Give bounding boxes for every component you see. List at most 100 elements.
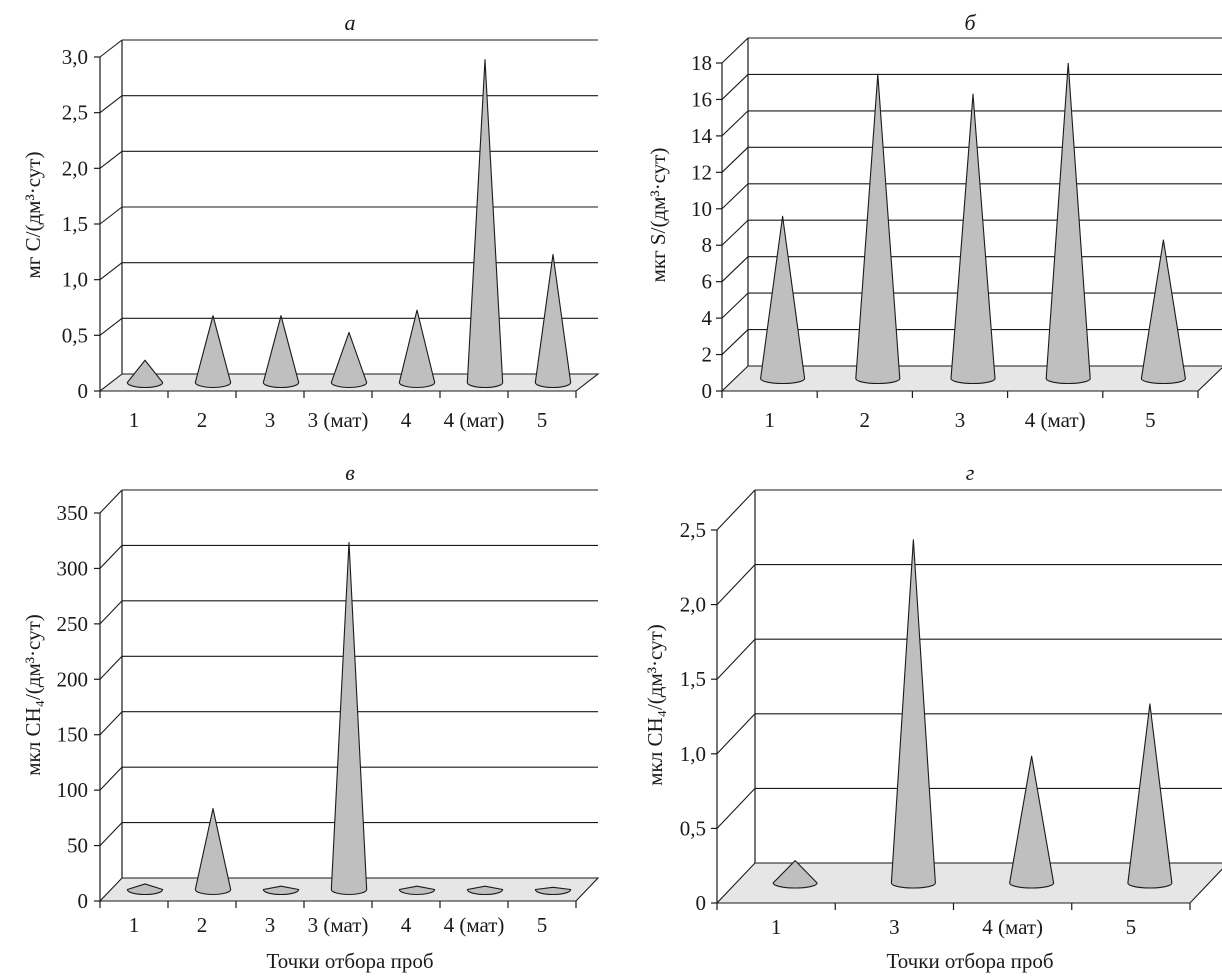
cone-bar — [398, 309, 436, 389]
x-tick-label: 1 — [129, 913, 140, 937]
cone-bar — [126, 359, 164, 389]
x-tick-label: 4 (мат) — [444, 913, 505, 937]
x-tick-label: 3 — [889, 915, 900, 939]
y-tick-label: 350 — [57, 501, 89, 525]
cone-bar — [330, 541, 368, 896]
y-tick-label: 0 — [78, 889, 89, 913]
y-tick-label: 1,5 — [680, 667, 706, 691]
grid-diagonal — [99, 39, 123, 58]
x-tick-label: 5 — [537, 408, 548, 432]
x-tick-label: 3 (мат) — [308, 408, 369, 432]
y-tick-label: 10 — [691, 197, 712, 221]
y-tick-label: 2,5 — [62, 101, 88, 125]
x-tick-label: 4 — [401, 913, 412, 937]
grid-diagonal — [99, 262, 123, 281]
cone-bar — [1009, 755, 1055, 889]
x-tick-label: 4 (мат) — [444, 408, 505, 432]
cone-bar — [466, 59, 504, 389]
y-axis-label: мкл CH₄/(дм³·сут) — [21, 614, 45, 776]
grid-diagonal — [99, 545, 123, 569]
cone-bar — [1127, 703, 1173, 889]
x-axis-label: Точки отбора проб — [886, 949, 1053, 973]
x-tick-label: 5 — [1126, 915, 1137, 939]
y-tick-label: 6 — [702, 270, 713, 294]
grid-diagonal — [99, 600, 123, 625]
grid-diagonal — [99, 766, 123, 791]
x-tick-label: 5 — [1145, 408, 1156, 432]
grid-diagonal — [721, 110, 749, 137]
x-tick-label: 4 — [401, 408, 412, 432]
grid-diagonal — [716, 713, 756, 755]
grid-diagonal — [721, 256, 749, 283]
y-tick-label: 0,5 — [62, 323, 88, 347]
cone-bar — [330, 331, 368, 389]
cone-bar — [262, 315, 300, 389]
chart-title: а — [345, 10, 356, 35]
chart-panel-3: 0 50 100 150 200 250 300 350 1 2 3 3 (мат) 4 4 (мат) 5… — [21, 460, 600, 973]
cone-bar — [534, 886, 572, 896]
x-tick-label: 1 — [129, 408, 140, 432]
x-tick-label: 3 — [955, 408, 966, 432]
cone-bar — [1140, 239, 1186, 385]
grid-diagonal — [721, 329, 749, 355]
grid-diagonal — [721, 219, 749, 246]
chart-title: б — [964, 10, 976, 35]
y-tick-label: 4 — [702, 306, 713, 330]
y-tick-label: 1,0 — [62, 268, 88, 292]
grid-diagonal — [99, 95, 123, 114]
y-tick-label: 0,5 — [680, 816, 706, 840]
y-tick-label: 0 — [78, 379, 89, 403]
grid-diagonal — [99, 317, 123, 336]
x-tick-label: 3 — [265, 913, 276, 937]
cone-bar — [194, 315, 232, 389]
cone-bar — [194, 808, 232, 896]
x-tick-label: 2 — [197, 408, 208, 432]
y-tick-label: 150 — [57, 723, 89, 747]
grid-diagonal — [99, 822, 123, 846]
grid-diagonal — [99, 206, 123, 225]
x-axis-label: Точки отбора проб — [266, 949, 433, 973]
grid-diagonal — [721, 146, 749, 173]
grid-diagonal — [716, 788, 756, 829]
cone-bar — [534, 253, 572, 389]
cone-bar — [772, 860, 818, 889]
cone-bar — [760, 215, 806, 385]
grid-diagonal — [721, 183, 749, 210]
x-tick-label: 2 — [860, 408, 871, 432]
y-tick-label: 100 — [57, 778, 89, 802]
y-tick-label: 1,5 — [62, 212, 88, 236]
y-tick-label: 2 — [702, 343, 713, 367]
x-tick-label: 1 — [764, 408, 775, 432]
x-tick-label: 4 (мат) — [982, 915, 1043, 939]
chart-title: г — [966, 460, 975, 485]
y-tick-label: 18 — [691, 51, 712, 75]
grid-diagonal — [716, 564, 756, 605]
y-tick-label: 0 — [702, 379, 713, 403]
y-tick-label: 12 — [691, 160, 712, 184]
cone-bar — [890, 539, 936, 889]
x-tick-label: 3 — [265, 408, 276, 432]
grid-diagonal — [99, 711, 123, 736]
y-tick-label: 200 — [57, 667, 89, 691]
y-axis-label: мг C/(дм³·сут) — [21, 152, 45, 279]
grid-diagonal — [721, 292, 749, 319]
y-tick-label: 1,0 — [680, 742, 706, 766]
floor-plane — [715, 862, 1222, 904]
y-tick-label: 14 — [691, 124, 713, 148]
y-tick-label: 2,0 — [680, 593, 706, 617]
cone-bar — [466, 885, 504, 896]
y-tick-label: 50 — [67, 834, 88, 858]
y-axis-label: мкл CH₄/(дм³·сут) — [643, 624, 667, 786]
cone-bar — [398, 885, 436, 896]
y-axis-label: мкг S/(дм³·сут) — [646, 148, 670, 283]
x-tick-label: 5 — [537, 913, 548, 937]
x-tick-label: 2 — [197, 913, 208, 937]
x-tick-label: 4 (мат) — [1025, 408, 1086, 432]
chart-title: в — [345, 460, 355, 485]
y-tick-label: 0 — [696, 891, 707, 915]
chart-panel-4: 0 0,5 1,0 1,5 2,0 2,5 1 3 4 (мат) 5 г мкл CH₄/(дм³·… — [643, 460, 1222, 973]
grid-diagonal — [716, 489, 756, 531]
y-tick-label: 8 — [702, 233, 713, 257]
cone-bar — [262, 885, 300, 896]
